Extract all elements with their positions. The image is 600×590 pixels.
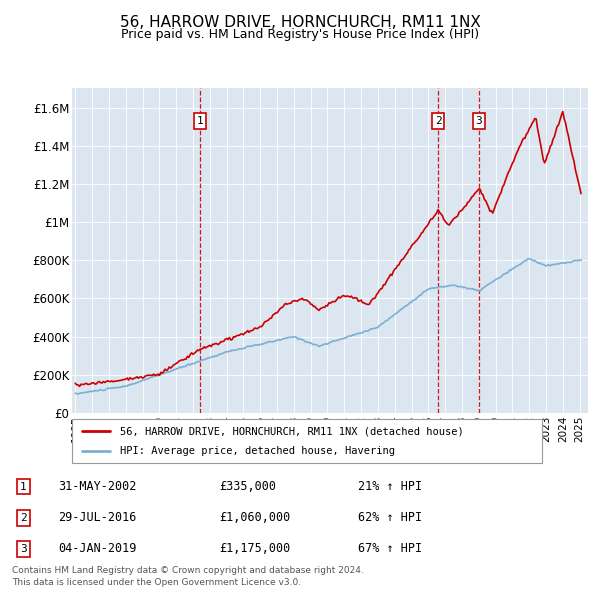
Text: £1,060,000: £1,060,000 <box>220 511 290 525</box>
Text: 04-JAN-2019: 04-JAN-2019 <box>58 542 136 555</box>
Text: £1,175,000: £1,175,000 <box>220 542 290 555</box>
Text: Price paid vs. HM Land Registry's House Price Index (HPI): Price paid vs. HM Land Registry's House … <box>121 28 479 41</box>
Text: 31-MAY-2002: 31-MAY-2002 <box>58 480 136 493</box>
Text: Contains HM Land Registry data © Crown copyright and database right 2024.: Contains HM Land Registry data © Crown c… <box>12 566 364 575</box>
Text: 3: 3 <box>20 544 27 554</box>
Text: 3: 3 <box>476 116 482 126</box>
Text: 2: 2 <box>434 116 442 126</box>
Text: 56, HARROW DRIVE, HORNCHURCH, RM11 1NX: 56, HARROW DRIVE, HORNCHURCH, RM11 1NX <box>119 15 481 30</box>
Text: 29-JUL-2016: 29-JUL-2016 <box>58 511 136 525</box>
Text: 21% ↑ HPI: 21% ↑ HPI <box>358 480 422 493</box>
Text: This data is licensed under the Open Government Licence v3.0.: This data is licensed under the Open Gov… <box>12 578 301 587</box>
Text: 1: 1 <box>20 481 27 491</box>
Text: 2: 2 <box>20 513 27 523</box>
Text: 1: 1 <box>197 116 203 126</box>
FancyBboxPatch shape <box>72 419 542 463</box>
Text: 62% ↑ HPI: 62% ↑ HPI <box>358 511 422 525</box>
Text: £335,000: £335,000 <box>220 480 277 493</box>
Text: 67% ↑ HPI: 67% ↑ HPI <box>358 542 422 555</box>
Text: HPI: Average price, detached house, Havering: HPI: Average price, detached house, Have… <box>120 446 395 455</box>
Text: 56, HARROW DRIVE, HORNCHURCH, RM11 1NX (detached house): 56, HARROW DRIVE, HORNCHURCH, RM11 1NX (… <box>120 427 464 436</box>
